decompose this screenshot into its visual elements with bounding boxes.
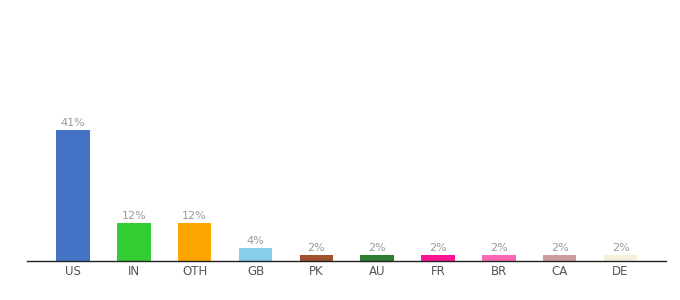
Bar — [239, 248, 272, 261]
Text: 2%: 2% — [551, 243, 568, 253]
Bar — [178, 223, 211, 261]
Text: 2%: 2% — [612, 243, 630, 253]
Text: 41%: 41% — [61, 118, 86, 128]
Bar — [360, 255, 394, 261]
Bar — [482, 255, 515, 261]
Bar — [422, 255, 455, 261]
Bar — [117, 223, 150, 261]
Text: 4%: 4% — [247, 236, 265, 246]
Text: 12%: 12% — [182, 211, 207, 221]
Bar — [300, 255, 333, 261]
Text: 12%: 12% — [122, 211, 146, 221]
Text: 2%: 2% — [307, 243, 325, 253]
Bar — [56, 130, 90, 261]
Text: 2%: 2% — [429, 243, 447, 253]
Text: 2%: 2% — [490, 243, 508, 253]
Bar — [604, 255, 637, 261]
Bar — [543, 255, 577, 261]
Text: 2%: 2% — [369, 243, 386, 253]
